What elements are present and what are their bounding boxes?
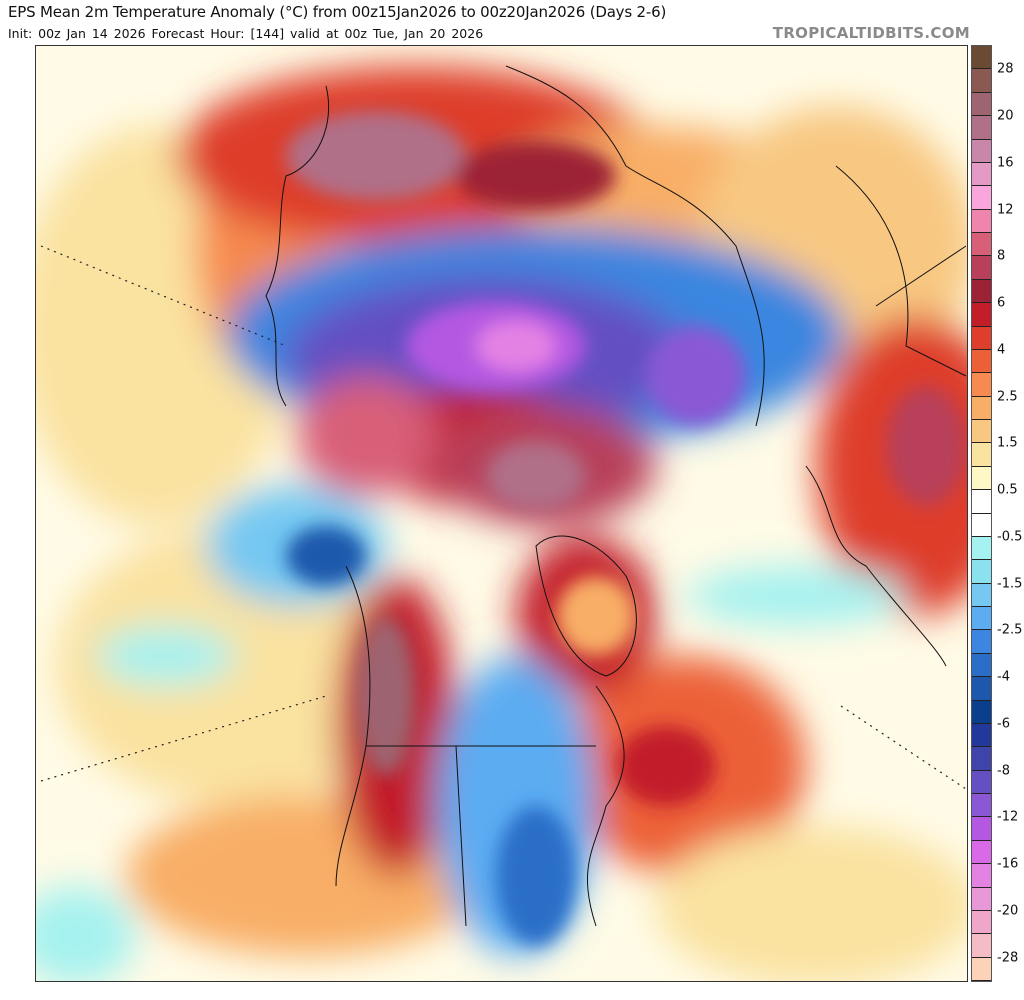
colorbar-tick-label: -28 <box>997 950 1019 966</box>
colorbar-tick-label: 6 <box>997 295 1006 311</box>
colorbar-segment <box>972 513 991 537</box>
colorbar-tick-label: -12 <box>997 809 1019 825</box>
colorbar-tick-label: -2.5 <box>997 622 1023 638</box>
colorbar-segment <box>972 303 991 327</box>
colorbar-segment <box>972 536 991 561</box>
colorbar-tick-label: -20 <box>997 903 1019 919</box>
colorbar-segment <box>972 279 991 304</box>
colorbar-segment <box>972 233 991 257</box>
colorbar-segment <box>972 420 991 444</box>
colorbar-segment <box>972 840 991 865</box>
colorbar-tick-label: -6 <box>997 716 1010 732</box>
colorbar-segment <box>972 69 991 93</box>
colorbar-segment <box>972 139 991 163</box>
colorbar-segment <box>972 910 991 935</box>
map-title: EPS Mean 2m Temperature Anomaly (°C) fro… <box>8 3 667 21</box>
colorbar-segment <box>972 396 991 420</box>
colorbar-segment <box>972 630 991 654</box>
temperature-anomaly-map <box>35 45 968 982</box>
colorbar-tick-label: 2.5 <box>997 389 1018 405</box>
colorbar-tick-label: -0.5 <box>997 529 1023 545</box>
colorbar-segment <box>972 794 991 818</box>
colorbar-segment <box>972 326 991 350</box>
colorbar-segment <box>972 864 991 888</box>
colorbar-segment <box>972 747 991 771</box>
colorbar-segment <box>972 583 991 607</box>
colorbar-tick-label: 4 <box>997 342 1006 358</box>
colorbar-segment <box>972 186 991 210</box>
colorbar-segment <box>972 700 991 724</box>
colorbar-segment <box>972 817 991 841</box>
colorbar-segment <box>972 466 991 491</box>
colorbar-tick-label: 8 <box>997 248 1006 264</box>
colorbar-tick-label: -4 <box>997 669 1010 685</box>
colorbar-tick-label: -1.5 <box>997 576 1023 592</box>
colorbar-segment <box>972 723 991 748</box>
colorbar-tick-label: 28 <box>997 61 1014 77</box>
colorbar <box>971 45 992 982</box>
anomaly-field <box>36 65 967 981</box>
colorbar-segment <box>972 46 991 70</box>
map-subtitle: Init: 00z Jan 14 2026 Forecast Hour: [14… <box>8 26 484 41</box>
colorbar-segment <box>972 490 991 514</box>
colorbar-segment <box>972 209 991 233</box>
colorbar-segment <box>972 116 991 140</box>
colorbar-tick-label: -16 <box>997 856 1019 872</box>
colorbar-segment <box>972 887 991 911</box>
colorbar-tick-label: 0.5 <box>997 482 1018 498</box>
site-brand: TROPICALTIDBITS.COM <box>772 24 970 42</box>
colorbar-segment <box>972 653 991 678</box>
colorbar-tick-label: 20 <box>997 108 1014 124</box>
coastlines <box>265 65 967 927</box>
colorbar-segment <box>972 92 991 117</box>
colorbar-segment <box>972 256 991 280</box>
colorbar-segment <box>972 162 991 187</box>
colorbar-segment <box>972 770 991 794</box>
colorbar-segment <box>972 560 991 584</box>
colorbar-segment <box>972 957 991 981</box>
colorbar-segment <box>972 349 991 374</box>
graticule-lines <box>40 245 967 791</box>
colorbar-segment <box>972 373 991 397</box>
colorbar-segment <box>972 607 991 631</box>
colorbar-tick-label: -8 <box>997 763 1010 779</box>
colorbar-segment <box>972 677 991 701</box>
colorbar-segment <box>972 443 991 467</box>
colorbar-segment <box>972 934 991 958</box>
colorbar-tick-label: 12 <box>997 202 1014 218</box>
colorbar-tick-label: 16 <box>997 155 1014 171</box>
colorbar-tick-label: 1.5 <box>997 435 1018 451</box>
